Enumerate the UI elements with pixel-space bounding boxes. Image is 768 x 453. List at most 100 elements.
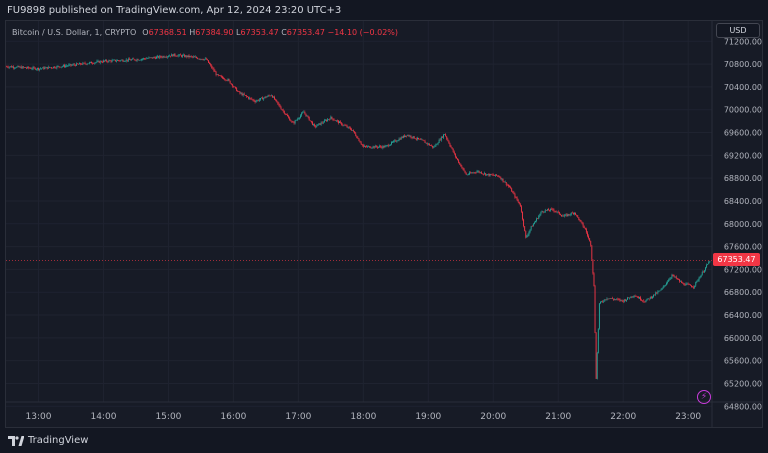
- candle-body: [347, 126, 349, 128]
- candle-body: [150, 57, 152, 58]
- candle-body: [184, 54, 186, 57]
- candle-body: [379, 146, 381, 147]
- candle-body: [214, 70, 216, 72]
- candle-body: [306, 115, 308, 117]
- candle-body: [69, 64, 71, 65]
- candle-body: [466, 174, 468, 176]
- candle-body: [123, 61, 125, 62]
- candle-body: [658, 290, 660, 292]
- candle-body: [335, 120, 337, 122]
- candle-body: [77, 63, 78, 65]
- candle-body: [661, 287, 663, 290]
- y-tick-label: 66800.00: [724, 288, 762, 297]
- lightning-bolt-icon[interactable]: ⚡: [697, 390, 711, 404]
- x-tick-label: 18:00: [350, 412, 376, 422]
- candle-body: [412, 136, 414, 138]
- candle-body: [666, 283, 667, 285]
- candle-body: [375, 145, 377, 147]
- candle-body: [414, 138, 416, 140]
- candle-body: [651, 296, 653, 298]
- candle-body: [376, 146, 378, 148]
- candle-body: [114, 59, 116, 62]
- candle-body: [444, 134, 445, 135]
- candle-body: [465, 173, 467, 175]
- candle-body: [127, 58, 129, 61]
- candle-body: [78, 64, 79, 65]
- candle-body: [422, 139, 424, 141]
- candle-body: [631, 296, 633, 298]
- candle-body: [519, 204, 521, 207]
- candle-body: [462, 167, 464, 169]
- candle-body: [305, 113, 307, 116]
- candle-body: [57, 66, 59, 67]
- candle-body: [159, 56, 161, 58]
- candle-body: [707, 264, 709, 265]
- candle-body: [209, 62, 211, 65]
- candle-body: [492, 174, 494, 176]
- candle-body: [556, 211, 558, 213]
- candle-body: [517, 199, 519, 202]
- currency-button[interactable]: USD: [716, 23, 760, 38]
- candle-body: [641, 299, 643, 301]
- candle-body: [498, 175, 500, 177]
- candle-body: [622, 300, 624, 302]
- candle-body: [430, 145, 431, 146]
- candle-body: [709, 261, 711, 263]
- candle-body: [322, 122, 324, 124]
- candle-body: [582, 223, 584, 227]
- candle-body: [642, 300, 644, 302]
- candle-body: [671, 275, 673, 278]
- candle-body: [241, 93, 243, 96]
- y-tick-label: 68400.00: [724, 197, 762, 206]
- candle-body: [580, 220, 582, 222]
- candle-body: [315, 125, 317, 127]
- chart-panel[interactable]: 71200.00 70800.00 70400.00 70000.00 69600.00…: [5, 20, 763, 428]
- candle-body: [119, 60, 121, 62]
- price-chart[interactable]: 71200.00 70800.00 70400.00 70000.00 69600.00…: [5, 21, 762, 427]
- candle-body: [590, 240, 592, 246]
- candle-body: [35, 69, 37, 70]
- candle-body: [190, 56, 192, 57]
- candle-body: [505, 182, 507, 185]
- candle-body: [477, 171, 479, 172]
- candle-body: [183, 54, 185, 56]
- candle-body: [700, 274, 702, 278]
- close-label: C: [281, 27, 287, 37]
- candle-body: [52, 67, 54, 69]
- candle-body: [320, 122, 322, 125]
- candle-body: [92, 63, 94, 64]
- candle-body: [341, 122, 343, 125]
- candle-body: [607, 298, 609, 300]
- candle-body: [532, 223, 534, 227]
- candle-body: [170, 55, 172, 57]
- candle-body: [154, 57, 156, 59]
- candle-body: [115, 60, 117, 62]
- candle-body: [329, 119, 331, 120]
- candle-body: [67, 65, 69, 67]
- open-label: O: [142, 27, 149, 37]
- candle-body: [225, 79, 227, 81]
- candle-body: [436, 144, 438, 145]
- candle-body: [349, 127, 351, 130]
- candle-body: [374, 145, 376, 148]
- candle-body: [162, 56, 164, 58]
- candle-body: [662, 286, 664, 288]
- candle-body: [683, 283, 685, 285]
- candle-body: [478, 171, 480, 173]
- candle-body: [83, 62, 85, 64]
- candle-body: [284, 113, 286, 115]
- candle-body: [601, 301, 603, 303]
- candle-body: [474, 172, 476, 173]
- candle-body: [676, 278, 678, 280]
- candle-body: [486, 174, 488, 176]
- candle-body: [378, 146, 379, 148]
- candle-body: [365, 146, 366, 147]
- candle-body: [47, 66, 49, 69]
- candle-body: [515, 197, 517, 198]
- candle-body: [62, 65, 64, 67]
- candle-body: [675, 276, 677, 279]
- candle-body: [510, 187, 512, 189]
- candle-body: [17, 66, 19, 67]
- candle-body: [549, 210, 551, 211]
- candle-body: [593, 273, 595, 287]
